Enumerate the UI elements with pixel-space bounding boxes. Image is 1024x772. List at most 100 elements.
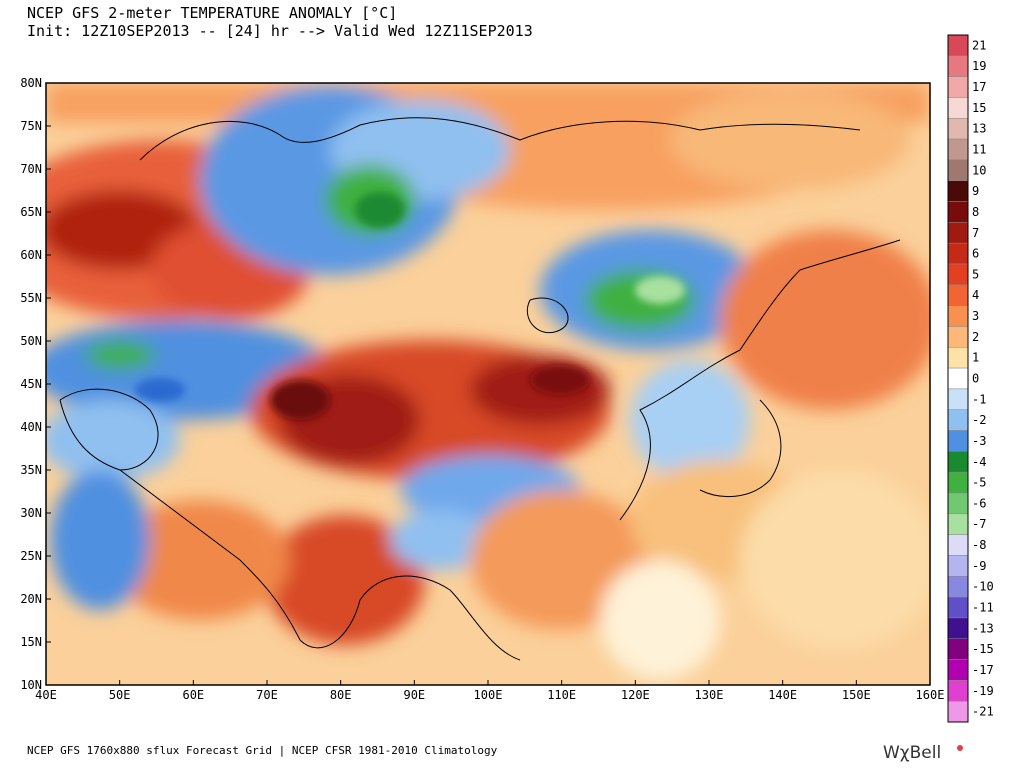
color-swatch [947,409,969,431]
coastlines [59,117,901,661]
colorbar-label: -5 [972,476,986,490]
colorbar-label: 10 [972,163,986,177]
color-swatch [947,201,969,223]
brand: WχBell [883,743,941,763]
color-swatch [947,138,969,161]
lat-label: 60N [20,248,42,262]
colorbar-label: -13 [972,621,994,635]
colorbar-label: -3 [972,434,986,448]
lon-label: 150E [842,688,871,702]
colorbar-label: 21 [972,38,986,52]
colorbar-label: 7 [972,226,979,240]
color-swatch [947,576,969,598]
color-swatch [947,659,969,681]
lon-label: 50E [109,688,131,702]
lat-label: 65N [20,205,42,219]
lon-label: 40E [35,688,57,702]
colorbar-label: 4 [972,288,979,302]
colorbar-label: -21 [972,705,994,719]
lat-label: 35N [20,463,42,477]
colorbar-label: 11 [972,143,986,157]
color-swatch [947,347,969,369]
colorbar-label: -10 [972,580,994,594]
color-swatch [947,513,969,535]
color-swatch [947,97,969,119]
lon-label: 100E [474,688,503,702]
lat-label: 20N [20,592,42,606]
color-swatch [947,76,969,98]
colorbar-label: 13 [972,122,986,136]
colorbar-label: -2 [972,413,986,427]
lon-label: 70E [256,688,278,702]
colorbar-label: 8 [972,205,979,219]
lon-label: 90E [403,688,425,702]
color-swatch [947,388,969,410]
colorbar-label: -11 [972,601,994,615]
colorbar-label: -17 [972,663,994,677]
color-swatch [947,534,969,556]
color-swatch [947,263,969,286]
colorbar-label: 5 [972,267,979,281]
color-swatch [947,284,969,306]
lat-label: 45N [20,377,42,391]
footer-source: NCEP GFS 1760x880 sflux Forecast Grid | … [27,744,498,757]
color-swatch [947,159,969,181]
color-swatch [947,680,969,702]
color-swatch [947,596,969,619]
lat-label: 70N [20,162,42,176]
colorbar-label: 3 [972,309,979,323]
color-swatch [947,471,969,494]
colorbar-label: -4 [972,455,986,469]
colorbar-label: 6 [972,247,979,261]
lon-label: 80E [330,688,352,702]
color-swatch [947,638,969,660]
colorbar-label: 17 [972,80,986,94]
colorbar-label: -8 [972,538,986,552]
colorbar-label: 15 [972,101,986,115]
colorbar-label: -1 [972,392,986,406]
lat-label: 75N [20,119,42,133]
colorbar-label: -15 [972,642,994,656]
lat-label: 15N [20,635,42,649]
colorbar-label: 1 [972,351,979,365]
lon-label: 160E [916,688,945,702]
axes: 80N 75N 70N 65N 60N 55N 50N 45N 40N 35N 30N 25N 20N 1… [20,76,944,702]
color-swatch [947,492,969,515]
lat-label: 10N [20,678,42,692]
colorbar-label: 2 [972,330,979,344]
anomaly-field [46,83,930,685]
lon-label: 140E [768,688,797,702]
title: NCEP GFS 2-meter TEMPERATURE ANOMALY [°C… [27,4,397,22]
colorbar: 211917151311109876543210-1-2-3-4-5-6-7-8… [947,34,994,723]
colorbar-frame [947,34,969,723]
brand-dot [957,745,963,751]
colorbar-label: -6 [972,496,986,510]
lat-label: 50N [20,334,42,348]
color-swatch [947,118,969,140]
lon-label: 60E [182,688,204,702]
color-swatch [947,555,969,577]
color-swatch [947,222,969,244]
color-swatch [947,326,969,348]
lon-label: 110E [547,688,576,702]
subtitle: Init: 12Z10SEP2013 -- [24] hr --> Valid … [27,22,533,40]
lat-label: 25N [20,549,42,563]
color-swatch [947,451,969,473]
lon-label: 130E [695,688,724,702]
color-swatch [947,34,969,57]
color-swatch [947,617,969,639]
color-swatch [947,55,969,77]
lat-label: 40N [20,420,42,434]
lat-label: 80N [20,76,42,90]
color-swatch [947,305,969,327]
lat-label: 30N [20,506,42,520]
lat-label: 55N [20,291,42,305]
colorbar-label: -19 [972,684,994,698]
colorbar-label: -7 [972,517,986,531]
color-swatch [947,430,969,452]
colorbar-label: 0 [972,372,979,386]
color-swatch [947,242,969,265]
lon-label: 120E [621,688,650,702]
color-swatch [947,367,969,390]
